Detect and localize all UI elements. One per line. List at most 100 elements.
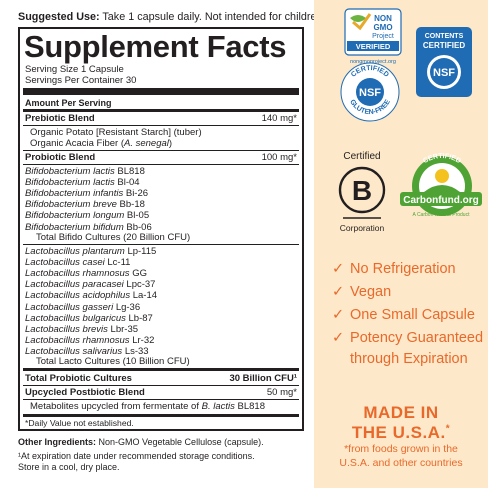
prebiotic-blend-name: Prebiotic Blend [25,113,95,124]
strain-species: Bifidobacterium bifidum [25,221,124,233]
label-left-section: Suggested Use: Take 1 capsule daily. Not… [18,11,326,472]
bifido-total: Total Bifido Cultures (20 Billion CFU) [36,232,191,243]
probiotic-blend-name: Probiotic Blend [25,152,96,163]
strain-row: Bifidobacterium lactis Bl-04 [25,177,297,188]
divider [23,399,299,400]
prebiotic-item: Organic Potato [Resistant Starch] (tuber… [30,127,202,138]
supplement-facts-title: Supplement Facts [24,29,287,64]
made-in-note-2: U.S.A. and other countries [339,457,463,469]
b-logo-icon: B [352,175,372,206]
daily-value-note: *Daily Value not established. [25,418,134,428]
claim-item: ✓ No Refrigeration [332,261,456,277]
medium-divider [23,109,299,112]
amount-per-serving: Amount Per Serving [25,98,112,108]
other-ingredients-text: Non-GMO Vegetable Cellulose (capsule). [96,437,264,447]
strain-row: Lactobacillus rhamnosus Lr-32 [25,335,297,346]
b-corp-bottom: Corporation [340,223,385,233]
b-corp-top: Certified [343,151,380,162]
strain-code: Bl-05 [126,210,150,222]
strain-row: Bifidobacterium longum Bl-05 [25,210,297,221]
divider [23,164,299,165]
total-cultures-amount: 30 Billion CFU¹ [229,373,297,384]
made-in-line1: MADE IN [363,403,439,422]
strain-code: Bl-04 [117,177,140,189]
suggested-use-label: Suggested Use: [18,11,100,23]
strain-row: Lactobacillus paracasei Lpc-37 [25,279,297,290]
made-in-note-1: *from foods grown in the [344,443,458,455]
strain-species: Bifidobacterium longum [25,210,125,222]
non-gmo-verified: VERIFIED [356,42,391,51]
check-icon: ✓ [332,307,345,323]
thick-divider [23,88,299,95]
strain-row: Lactobacillus acidophilus La-14 [25,290,297,301]
carbonfund-badge: CERTIFIED Carbonfund.org A Carbon Neutra… [400,153,482,218]
strain-code: Lp-115 [127,246,157,257]
strain-code: Lbr-35 [110,323,139,335]
non-gmo-url: nongmoproject.org [350,59,396,65]
postbiotic-amount: 50 mg* [266,387,297,398]
claim-item-continued: through Expiration [350,351,468,367]
footnote-storage: Store in a cool, dry place. [18,462,120,472]
strain-species: Lactobacillus salivarius [25,345,123,357]
strain-species: Lactobacillus casei [25,257,105,269]
strain-code: Lc-11 [107,257,131,269]
strain-code: Lr-32 [132,334,155,346]
postbiotic-row: Upcycled Postbiotic Blend 50 mg* [25,387,297,398]
suggested-use-text: Take 1 capsule daily. Not intended for c… [102,11,326,23]
carbonfund-name: Carbonfund.org [403,195,479,206]
nsf-gluten-free-badge: CERTIFIED GLUTEN-FREE NSF [340,62,400,122]
strain-code: La-14 [132,290,158,302]
sun-icon [435,169,449,183]
total-cultures-name: Total Probiotic Cultures [25,373,132,384]
strain-species: Bifidobacterium breve [25,199,117,211]
divider [23,150,299,151]
strain-species: Bifidobacterium infantis [25,188,124,200]
leaf-icon [350,15,366,22]
strain-species: Lactobacillus plantarum [25,246,125,257]
strain-row: Lactobacillus casei Lc-11 [25,257,297,268]
strain-row: Lactobacillus brevis Lbr-35 [25,324,297,335]
strain-species: Bifidobacterium lactis [25,177,115,189]
non-gmo-line3: Project [372,33,394,40]
strain-code: Bb-06 [126,221,152,233]
servings-per-container: Servings Per Container 30 [25,75,137,86]
probiotic-blend-row: Probiotic Blend 100 mg* [25,152,297,163]
checkmark-icon [352,13,372,31]
strain-species: Lactobacillus brevis [25,323,108,335]
prebiotic-blend-row: Prebiotic Blend 140 mg* [25,113,297,124]
postbiotic-desc: Metabolites upcycled from fermentate of … [30,401,265,412]
suggested-use: Suggested Use: Take 1 capsule daily. Not… [18,11,325,23]
postbiotic-name: Upcycled Postbiotic Blend [25,387,145,398]
check-icon: ✓ [332,284,345,300]
strain-species: Lactobacillus bulgaricus [25,312,126,324]
strain-species: Bifidobacterium lactis [25,166,115,177]
strain-species: Lactobacillus rhamnosus [25,268,130,280]
claim-item: ✓ Potency Guaranteed [332,330,484,346]
check-icon: ✓ [332,261,345,277]
medium-divider [23,368,299,371]
strain-code: Lpc-37 [126,279,156,291]
prebiotic-blend-amount: 140 mg* [261,113,297,124]
nsf-contents-certified-badge: CONTENTS CERTIFIED NSF [416,27,472,97]
strain-species: Lactobacillus rhamnosus [25,334,130,346]
strain-row: Lactobacillus bulgaricus Lb-87 [25,313,297,324]
serving-size: Serving Size 1 Capsule [25,64,124,75]
b-corporation-badge: Certified B Corporation [338,151,386,233]
claim-item: ✓ Vegan [332,284,392,300]
strain-row: Bifidobacterium breve Bb-18 [25,199,297,210]
divider [23,244,299,245]
strain-species: Lactobacillus gasseri [25,301,114,313]
strain-row: Lactobacillus plantarum Lp-115 [25,246,297,257]
prebiotic-item: Organic Acacia Fiber (A. senegal) [30,138,173,149]
strain-code: Bb-18 [119,199,145,211]
divider [23,385,299,386]
strain-code: Lg-36 [115,301,141,313]
strain-species: Lactobacillus paracasei [25,279,124,291]
non-gmo-project-badge: NON GMO Project VERIFIED nongmoproject.o… [344,8,402,65]
divider [23,125,299,126]
made-in-line2: THE U.S.A.* [351,423,451,442]
strain-row: Lactobacillus rhamnosus GG [25,268,297,279]
check-icon: ✓ [332,330,345,346]
strain-code: BL818 [117,166,145,177]
strain-row: Bifidobacterium infantis Bi-26 [25,188,297,199]
